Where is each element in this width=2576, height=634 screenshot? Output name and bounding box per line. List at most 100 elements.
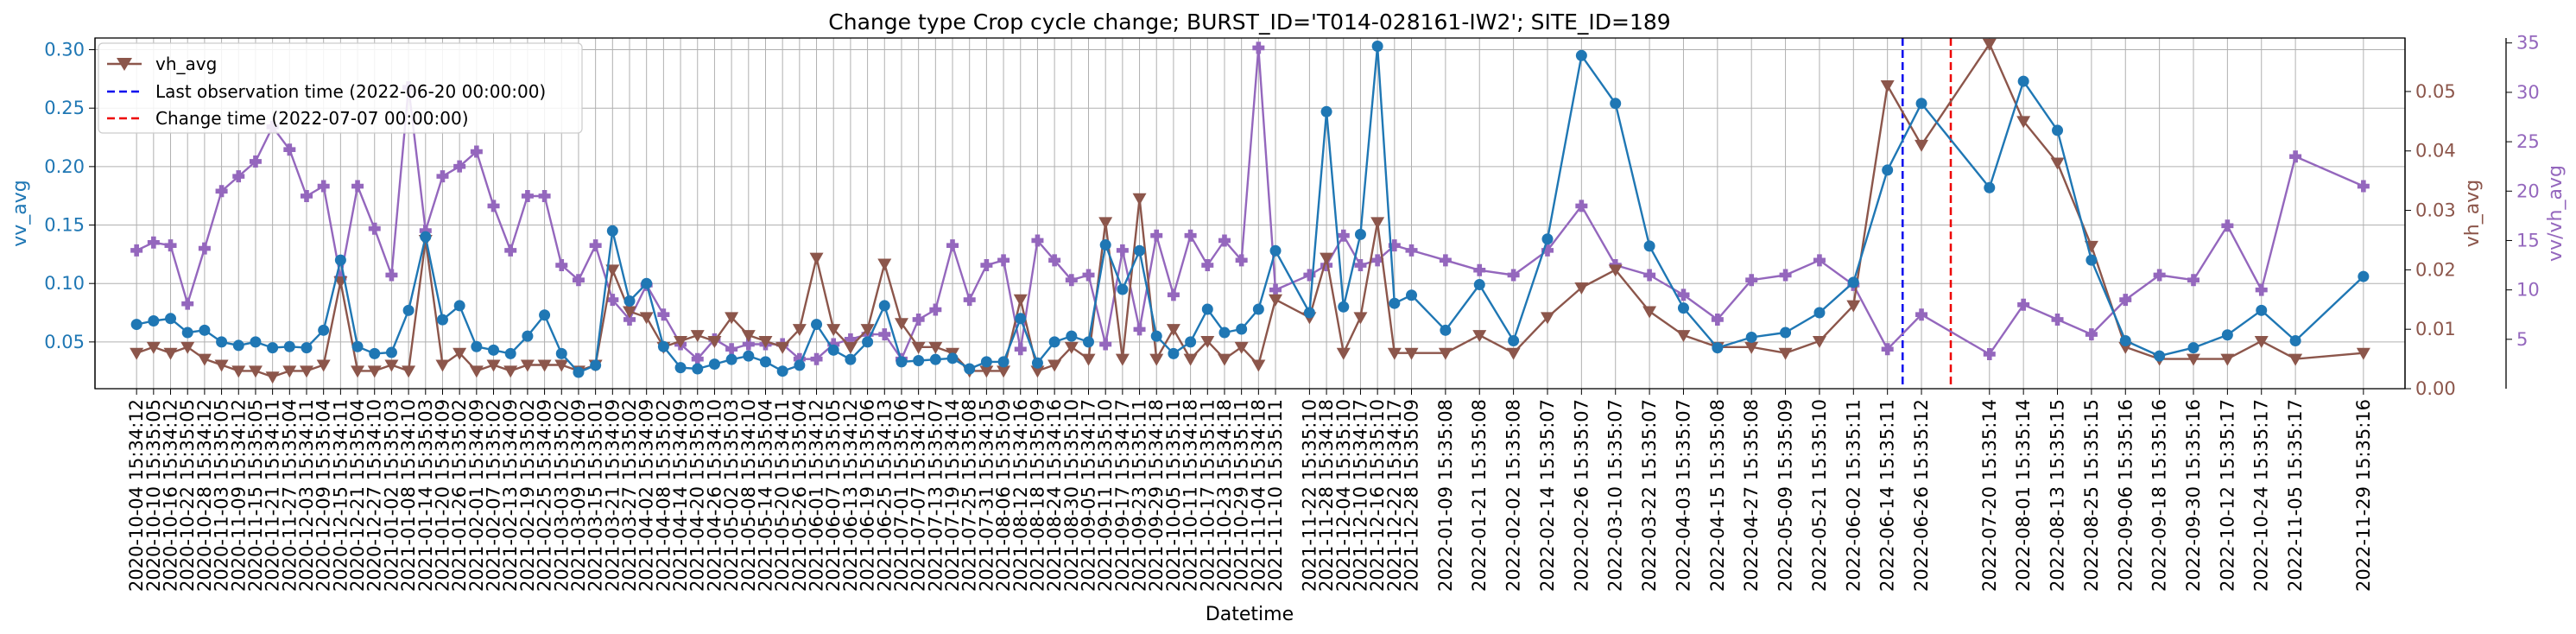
x-tick-label: 2021-06-19 15:35:06 bbox=[858, 399, 878, 592]
series-ratio-point bbox=[436, 170, 449, 183]
series-vh-point bbox=[1234, 341, 1249, 354]
series-vv-point bbox=[946, 352, 959, 365]
y-tick-label-left: 0.05 bbox=[44, 332, 85, 352]
x-tick-label: 2021-09-29 15:34:18 bbox=[1146, 399, 1167, 592]
x-tick-label: 2021-12-16 15:35:10 bbox=[1367, 399, 1388, 592]
series-ratio-point bbox=[572, 274, 585, 287]
series-ratio-point bbox=[1116, 244, 1129, 257]
series-vh-point bbox=[1149, 353, 1164, 366]
series-vv-point bbox=[743, 350, 755, 362]
series-ratio-point bbox=[1745, 274, 1758, 287]
x-tick-label: 2022-06-26 15:35:12 bbox=[1911, 399, 1932, 592]
series-vh-point bbox=[1778, 347, 1793, 360]
series-vh-point bbox=[503, 365, 518, 378]
series-ratio-point bbox=[2221, 219, 2234, 232]
series-vh-point bbox=[690, 330, 705, 343]
x-tick-label: 2021-12-10 15:34:17 bbox=[1350, 399, 1370, 592]
series-vv-point bbox=[165, 313, 177, 325]
series-vh-point bbox=[214, 359, 229, 372]
x-tick-label: 2021-02-19 15:35:02 bbox=[517, 399, 538, 592]
x-tick-label: 2020-11-27 15:35:04 bbox=[279, 399, 300, 592]
x-tick-label: 2022-01-09 15:35:08 bbox=[1435, 399, 1456, 592]
series-vh-point bbox=[1353, 312, 1368, 325]
series-ratio-point bbox=[1711, 313, 1724, 326]
series-vh-point bbox=[130, 347, 144, 360]
x-tick-label: 2022-10-12 15:35:17 bbox=[2217, 399, 2237, 592]
x-tick-label: 2021-10-11 15:34:18 bbox=[1180, 399, 1201, 592]
x-tick-label: 2022-05-21 15:35:10 bbox=[1809, 399, 1830, 592]
x-tick-label: 2022-03-22 15:35:07 bbox=[1639, 399, 1660, 592]
series-ratio-point bbox=[351, 180, 364, 193]
series-ratio-point bbox=[453, 160, 466, 173]
series-vh-point bbox=[1574, 282, 1589, 295]
x-tick-label: 2020-12-09 15:35:04 bbox=[313, 399, 334, 592]
x-tick-label: 2021-11-10 15:35:11 bbox=[1265, 399, 1286, 592]
series-vv-point bbox=[606, 225, 618, 237]
series-vh-point bbox=[2288, 353, 2303, 366]
y-tick-label-left: 0.15 bbox=[44, 215, 85, 236]
x-tick-label: 2021-07-19 15:34:14 bbox=[942, 399, 963, 592]
series-vv-point bbox=[1168, 347, 1180, 359]
series-ratio-point bbox=[1541, 244, 1554, 257]
series-ratio-point bbox=[555, 259, 568, 272]
series-vh-point bbox=[979, 365, 994, 378]
series-ratio-point bbox=[742, 338, 755, 351]
x-tick-label: 2022-09-06 15:35:16 bbox=[2115, 399, 2136, 592]
series-ratio-point bbox=[623, 313, 636, 326]
x-tick-label: 2022-05-09 15:35:09 bbox=[1775, 399, 1796, 592]
series-vh-point bbox=[282, 365, 297, 378]
series-vv-point bbox=[2358, 270, 2370, 282]
series-ratio-point bbox=[385, 269, 398, 282]
series-vh-point bbox=[1982, 38, 1997, 51]
y-tick-label-right-2: 15 bbox=[2516, 230, 2540, 250]
x-tick-label: 2020-10-22 15:35:05 bbox=[177, 399, 198, 592]
series-vh-point bbox=[299, 365, 313, 378]
series-vh-point bbox=[231, 365, 246, 378]
y-tick-label-right: 0.04 bbox=[2415, 141, 2456, 162]
series-vv-point bbox=[1303, 307, 1315, 319]
series-vh-point bbox=[1812, 335, 1826, 348]
series-vh-point bbox=[469, 365, 484, 378]
series-ratio-point bbox=[657, 308, 670, 321]
y-tick-label-left: 0.20 bbox=[44, 156, 85, 177]
x-tick-label: 2021-06-01 15:34:12 bbox=[807, 399, 827, 592]
x-tick-label: 2021-07-13 15:35:07 bbox=[925, 399, 946, 592]
vline-layer bbox=[1901, 38, 1953, 389]
series-ratio-point bbox=[300, 189, 313, 202]
series-vv-point bbox=[913, 355, 925, 367]
x-tick-label: 2022-06-14 15:35:11 bbox=[1877, 399, 1898, 592]
series-ratio-point bbox=[844, 333, 857, 346]
series-ratio-point bbox=[827, 338, 840, 351]
x-tick-label: 2020-12-21 15:35:04 bbox=[347, 399, 368, 592]
series-ratio-point bbox=[504, 244, 517, 257]
series-vh-point bbox=[605, 264, 620, 277]
x-tick-label: 2022-04-27 15:35:08 bbox=[1741, 399, 1762, 592]
series-ratio-point bbox=[2051, 313, 2064, 326]
series-vv-point bbox=[827, 344, 839, 356]
series-ratio-point bbox=[1184, 229, 1197, 242]
series-vv-point bbox=[896, 356, 908, 368]
series-vv-point bbox=[674, 362, 687, 374]
y-tick-label-right-2: 5 bbox=[2516, 329, 2528, 350]
series-vh-point bbox=[775, 341, 790, 354]
x-tick-label: 2021-09-17 15:34:17 bbox=[1112, 399, 1133, 592]
legend-vh-marker bbox=[117, 58, 132, 71]
series-ratio-point bbox=[606, 294, 619, 307]
series-ratio-point bbox=[215, 185, 228, 198]
series-vv-point bbox=[148, 315, 160, 327]
series-vv-point bbox=[997, 356, 1010, 368]
y-tick-label-right-2: 25 bbox=[2516, 131, 2540, 152]
series-vh-point bbox=[367, 365, 382, 378]
y-tick-label-right: 0.02 bbox=[2415, 259, 2456, 280]
series-ratio-point bbox=[2289, 150, 2302, 163]
series-vv-point bbox=[436, 314, 448, 326]
series-vh-point bbox=[2356, 347, 2370, 360]
series-vh-point bbox=[1269, 294, 1283, 307]
x-tick-label: 2022-07-20 15:35:14 bbox=[1979, 399, 2000, 592]
series-ratio-point bbox=[1337, 229, 1350, 242]
series-ratio-point bbox=[1371, 254, 1384, 267]
x-tick-label: 2021-07-01 15:35:06 bbox=[891, 399, 912, 592]
series-ratio-point bbox=[929, 303, 942, 316]
series-vv-point bbox=[776, 365, 788, 377]
